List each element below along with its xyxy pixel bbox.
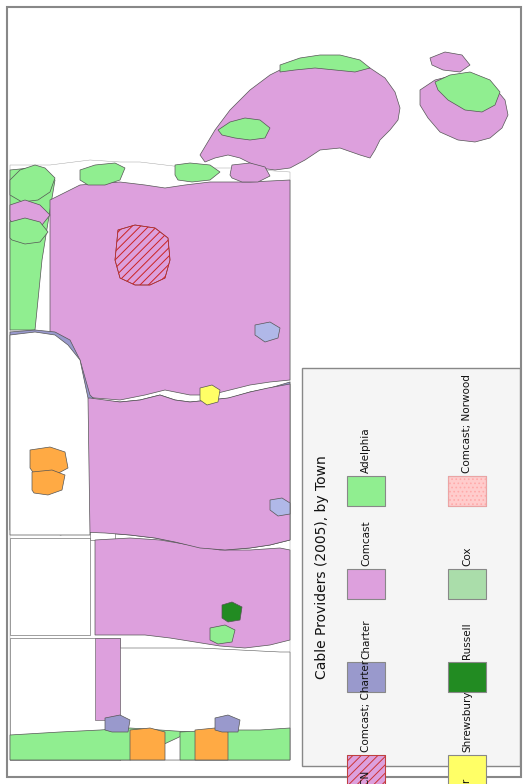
Polygon shape bbox=[280, 55, 370, 72]
Polygon shape bbox=[200, 385, 220, 405]
Polygon shape bbox=[130, 728, 165, 760]
Polygon shape bbox=[10, 165, 55, 202]
Text: Cox: Cox bbox=[462, 546, 472, 566]
Polygon shape bbox=[200, 58, 400, 170]
Polygon shape bbox=[30, 447, 68, 475]
Polygon shape bbox=[10, 160, 290, 760]
Text: Adelphia: Adelphia bbox=[361, 427, 371, 473]
Text: Comcast; Norwood: Comcast; Norwood bbox=[462, 374, 472, 473]
Polygon shape bbox=[10, 332, 90, 535]
Text: Russell: Russell bbox=[462, 622, 472, 659]
Bar bbox=[347, 755, 385, 784]
Bar bbox=[448, 662, 486, 692]
Bar bbox=[347, 476, 385, 506]
Polygon shape bbox=[10, 538, 90, 635]
Polygon shape bbox=[10, 330, 290, 550]
Polygon shape bbox=[430, 52, 470, 72]
Text: Comcast; Charter: Comcast; Charter bbox=[361, 660, 371, 752]
Polygon shape bbox=[215, 715, 240, 732]
Polygon shape bbox=[175, 163, 220, 182]
Polygon shape bbox=[115, 225, 170, 285]
Polygon shape bbox=[95, 638, 120, 720]
Bar bbox=[347, 569, 385, 599]
Text: Time Warner: Time Warner bbox=[462, 779, 472, 784]
Bar bbox=[302, 368, 520, 766]
Polygon shape bbox=[210, 625, 235, 644]
Polygon shape bbox=[10, 200, 50, 228]
Text: Comcast: Comcast bbox=[361, 521, 371, 566]
Polygon shape bbox=[10, 168, 55, 330]
Bar bbox=[448, 755, 486, 784]
Polygon shape bbox=[80, 163, 125, 185]
Bar bbox=[448, 476, 486, 506]
Text: Charter: Charter bbox=[361, 619, 371, 659]
Polygon shape bbox=[195, 728, 228, 760]
Polygon shape bbox=[10, 728, 190, 760]
Polygon shape bbox=[420, 75, 508, 142]
Polygon shape bbox=[10, 218, 48, 244]
Polygon shape bbox=[90, 402, 115, 540]
Bar bbox=[347, 662, 385, 692]
Bar bbox=[448, 476, 486, 506]
Polygon shape bbox=[105, 715, 130, 732]
Polygon shape bbox=[230, 163, 270, 182]
Polygon shape bbox=[32, 470, 65, 495]
Bar bbox=[347, 755, 385, 784]
Polygon shape bbox=[270, 498, 290, 516]
Polygon shape bbox=[60, 384, 290, 550]
Polygon shape bbox=[218, 118, 270, 140]
Bar bbox=[448, 569, 486, 599]
Polygon shape bbox=[222, 602, 242, 622]
Text: Cable Providers (2005), by Town: Cable Providers (2005), by Town bbox=[315, 456, 329, 679]
Polygon shape bbox=[50, 180, 290, 400]
Polygon shape bbox=[435, 72, 500, 112]
Polygon shape bbox=[180, 728, 290, 760]
Polygon shape bbox=[255, 322, 280, 342]
Polygon shape bbox=[120, 648, 290, 760]
Polygon shape bbox=[95, 538, 290, 648]
Polygon shape bbox=[10, 638, 120, 760]
Text: Comcast; RCN: Comcast; RCN bbox=[361, 771, 371, 784]
Text: Shrewsbury: Shrewsbury bbox=[462, 691, 472, 752]
